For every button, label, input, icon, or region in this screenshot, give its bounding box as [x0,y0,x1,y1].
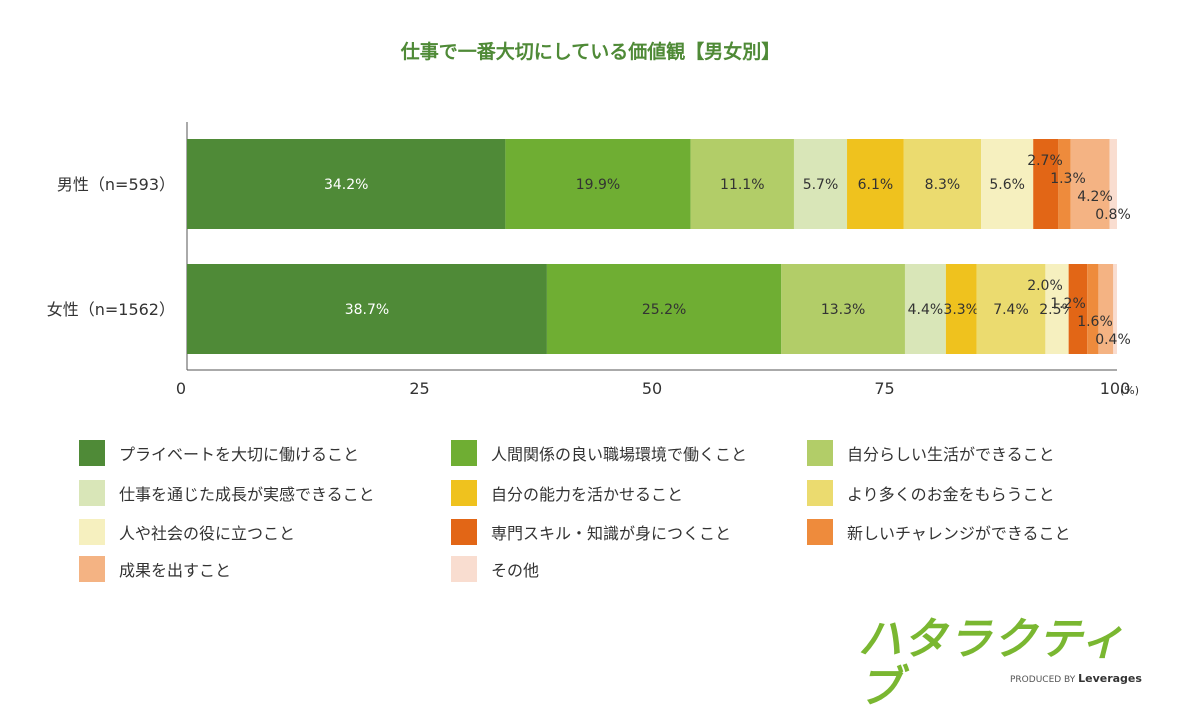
bar-segment [904,264,946,354]
data-label: 4.2% [1077,189,1113,205]
bar-segment [505,139,691,229]
legend-item: 仕事を通じた成長が実感できること [79,480,375,506]
data-label: 3.3% [943,302,979,318]
logo-wordmark: ハタラクティブ [858,614,1126,713]
data-label: 2.5% [1039,302,1075,318]
legend-swatch [79,480,105,506]
x-tick-label: 50 [642,379,662,398]
produced-by-text: PRODUCED BY [1010,675,1076,685]
legend-label: 成果を出すこと [119,561,232,580]
legend-label: その他 [491,561,540,580]
legend-label: プライベートを大切に働けること [119,445,360,464]
bar-segment [847,139,904,229]
legend-label: 人や社会の役に立つこと [119,524,296,543]
data-label: 2.7% [1027,153,1063,169]
logo-credit: PRODUCED BY Leverages [1010,672,1142,685]
legend-swatch [807,440,833,466]
data-label: 1.2% [1050,296,1086,312]
chart-title: 仕事で一番大切にしている価値観【男女別】 [400,41,781,63]
leverages-brand: Leverages [1078,672,1142,685]
y-category-label: 男性（n=593） [57,175,175,194]
legend-swatch [451,556,477,582]
data-label: 34.2% [324,177,368,193]
legend-swatch [451,480,477,506]
x-unit-label: (%) [1120,384,1139,397]
bar-segment [187,139,506,229]
bar-segment [1113,264,1117,354]
x-tick-label: 0 [176,379,186,398]
legend-item: 成果を出すこと [79,556,231,582]
hataractive-logo: ハタラクティブ PRODUCED BY Leverages [858,614,1142,713]
bar-segment [793,139,848,229]
data-label: 5.6% [989,177,1025,193]
bar-segment [976,264,1046,354]
bar-segment [903,139,982,229]
legend-label: 人間関係の良い職場環境で働くこと [491,445,748,464]
legend-item: 専門スキル・知識が身につくこと [451,519,731,545]
legend-label: 専門スキル・知識が身につくこと [491,524,732,543]
bar-segment [1109,139,1117,229]
data-label: 7.4% [993,302,1029,318]
bar-segment [1070,139,1110,229]
bar-segment [1087,264,1099,354]
bar-segment [945,264,977,354]
legend-item: 新しいチャレンジができること [807,519,1071,545]
x-tick-label: 100 [1100,379,1131,398]
legend-item: より多くのお金をもらうこと [807,480,1055,506]
bar-segment [546,264,782,354]
bar-segment [187,264,547,354]
legend-swatch [807,519,833,545]
legend-swatch [807,480,833,506]
legend-label: 仕事を通じた成長が実感できること [119,485,375,504]
legend-item: その他 [451,556,539,582]
legend-swatch [451,519,477,545]
legend-item: 自分の能力を活かせること [451,480,683,506]
legend-label: 自分らしい生活ができること [847,445,1055,464]
bar-segment [1033,139,1059,229]
legend-swatch [79,519,105,545]
legend-item: 自分らしい生活ができること [807,440,1055,466]
data-label: 1.3% [1050,171,1086,187]
data-label: 2.0% [1027,278,1063,294]
data-label: 0.8% [1095,207,1131,223]
bar-segment [781,264,905,354]
data-label: 1.6% [1077,314,1113,330]
data-label: 8.3% [925,177,961,193]
data-label: 13.3% [821,302,865,318]
data-label: 0.4% [1095,332,1131,348]
data-label: 11.1% [720,177,764,193]
data-label: 4.4% [908,302,944,318]
y-category-label: 女性（n=1562） [47,300,175,319]
stacked-bar-chart: 0 25 50 75 100(%) 男性（n=593） 34.2% 19.9% 11.1% 5.7… [47,122,1139,398]
legend-swatch [451,440,477,466]
bar-segment [981,139,1034,229]
legend-item: プライベートを大切に働けること [79,440,359,466]
data-label: 5.7% [803,177,839,193]
legend-swatch [79,440,105,466]
legend-swatch [79,556,105,582]
data-label: 6.1% [858,177,894,193]
bar-segment [690,139,794,229]
data-label: 25.2% [642,302,686,318]
data-label: 19.9% [576,177,620,193]
bar-segment [1098,264,1114,354]
x-tick-label: 25 [409,379,429,398]
data-label: 38.7% [345,302,389,318]
x-tick-label: 75 [874,379,894,398]
legend-item: 人間関係の良い職場環境で働くこと [451,440,747,466]
bar-segment [1058,139,1071,229]
legend-label: 新しいチャレンジができること [847,524,1071,543]
bar-segment [1068,264,1088,354]
legend-label: より多くのお金をもらうこと [847,485,1055,504]
bar-segment [1045,264,1069,354]
legend-label: 自分の能力を活かせること [491,485,684,504]
legend-item: 人や社会の役に立つこと [79,519,295,545]
